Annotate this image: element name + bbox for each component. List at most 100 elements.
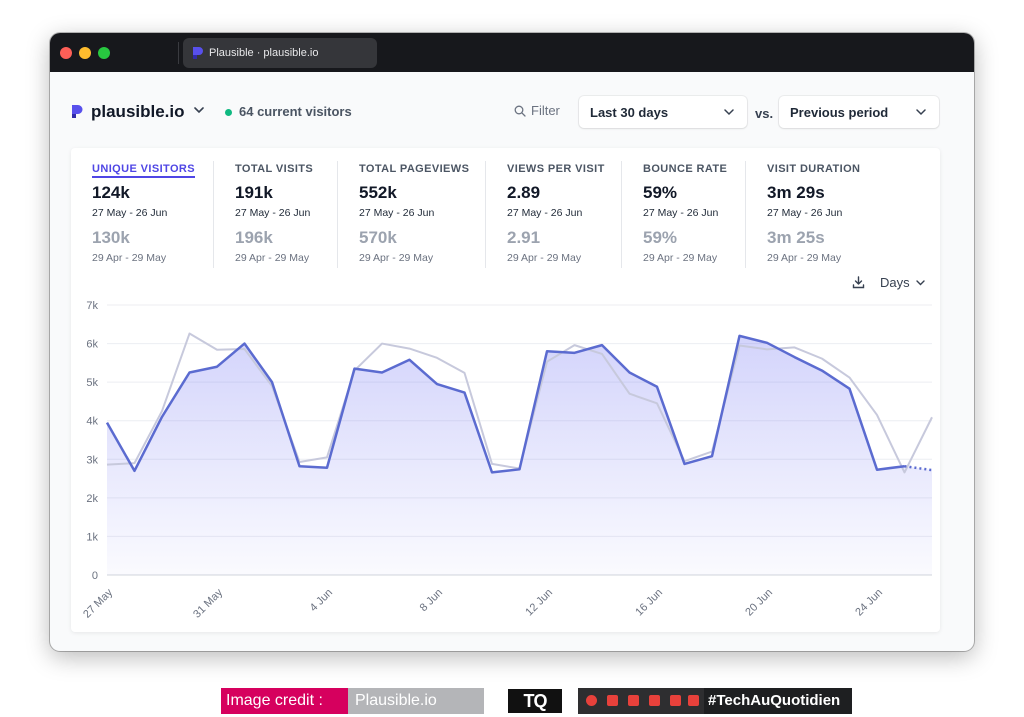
data-point[interactable] — [407, 357, 413, 363]
y-tick-label: 6k — [86, 339, 98, 351]
data-point[interactable] — [324, 465, 330, 471]
data-point[interactable] — [297, 463, 303, 469]
download-icon[interactable] — [852, 276, 865, 289]
current-period-area — [107, 335, 932, 575]
tab-separator — [178, 42, 179, 64]
interval-select[interactable]: Days — [880, 275, 910, 290]
metric-previous-value: 3m 25s — [767, 228, 825, 247]
main-graph-card: UNIQUE VISITORS 124k 27 May - 26 Jun 130… — [71, 148, 940, 632]
chevron-down-icon[interactable] — [194, 107, 204, 114]
metric-divider — [485, 161, 486, 268]
current-visitors[interactable]: 64 current visitors — [239, 104, 352, 119]
chevron-down-icon[interactable] — [916, 280, 925, 286]
metric-previous-range: 29 Apr - 29 May — [767, 252, 842, 264]
live-indicator-icon — [225, 109, 232, 116]
data-point[interactable] — [104, 420, 110, 426]
y-tick-label: 4k — [86, 416, 98, 428]
brand-logo: TQ — [508, 689, 562, 713]
data-point[interactable] — [764, 340, 770, 346]
y-tick-label: 1k — [86, 531, 98, 543]
metric-previous-value: 59% — [643, 228, 678, 247]
data-point[interactable] — [379, 370, 385, 376]
period-select[interactable]: Last 30 days — [579, 96, 747, 128]
data-point[interactable] — [627, 370, 633, 376]
data-point[interactable] — [214, 364, 220, 370]
data-point[interactable] — [462, 390, 468, 396]
data-point[interactable] — [132, 468, 138, 474]
metric-previous-value: 570k — [359, 228, 397, 247]
close-window-button[interactable] — [60, 47, 72, 59]
data-point[interactable] — [654, 384, 660, 390]
x-tick-label: 12 Jun — [523, 587, 555, 619]
metric-value: 2.89 — [507, 183, 541, 202]
flipboard-icon — [670, 695, 681, 706]
metric-previous-range: 29 Apr - 29 May — [507, 252, 582, 264]
data-point[interactable] — [544, 348, 550, 354]
filter-label: Filter — [531, 103, 560, 118]
chevron-down-icon — [916, 109, 926, 116]
x-tick-label: 4 Jun — [308, 587, 336, 615]
metric-label: TOTAL VISITS — [235, 163, 314, 175]
metric-label: VIEWS PER VISIT — [507, 163, 605, 175]
data-point[interactable] — [269, 379, 275, 385]
metric-previous-value: 2.91 — [507, 228, 541, 247]
data-point[interactable] — [792, 354, 798, 360]
metric-divider — [337, 161, 338, 268]
data-point[interactable] — [489, 469, 495, 475]
vs-label: vs. — [755, 106, 774, 121]
data-point[interactable] — [434, 381, 440, 387]
metric-value: 3m 29s — [767, 183, 825, 202]
plausible-logo-icon — [72, 105, 83, 118]
data-point[interactable] — [709, 453, 715, 459]
data-point[interactable] — [682, 461, 688, 467]
data-point[interactable] — [599, 342, 605, 348]
comparison-select[interactable]: Previous period — [779, 96, 939, 128]
metric-previous-value: 196k — [235, 228, 273, 247]
metric-previous-range: 29 Apr - 29 May — [643, 252, 718, 264]
y-tick-label: 0 — [92, 570, 98, 582]
data-point[interactable] — [517, 466, 523, 472]
data-point[interactable] — [352, 366, 358, 372]
metric-divider — [621, 161, 622, 268]
metric-range: 27 May - 26 Jun — [767, 207, 843, 219]
title-bar: Plausible · plausible.io — [50, 33, 974, 72]
maximize-window-button[interactable] — [98, 47, 110, 59]
metric-label: VISIT DURATION — [767, 163, 861, 175]
x-tick-label: 20 Jun — [743, 587, 775, 619]
metric-previous-range: 29 Apr - 29 May — [359, 252, 434, 264]
metric-divider — [745, 161, 746, 268]
data-point[interactable] — [874, 467, 880, 473]
current-period-line — [105, 334, 905, 474]
data-point[interactable] — [847, 386, 853, 392]
image-credit-label: Image credit : — [221, 688, 348, 714]
plausible-favicon-icon — [193, 47, 203, 59]
metric-label: BOUNCE RATE — [643, 163, 728, 175]
metric-value: 552k — [359, 183, 397, 202]
x-tick-label: 27 May — [81, 586, 115, 620]
minimize-window-button[interactable] — [79, 47, 91, 59]
x-tick-label: 31 May — [191, 586, 225, 620]
metric-range: 27 May - 26 Jun — [643, 207, 719, 219]
data-point[interactable] — [242, 341, 248, 347]
x-icon — [607, 695, 618, 706]
data-point[interactable] — [929, 467, 935, 473]
browser-tab[interactable]: Plausible · plausible.io — [183, 38, 377, 68]
data-point[interactable] — [159, 414, 165, 420]
metric-previous-range: 29 Apr - 29 May — [92, 252, 167, 264]
metric-range: 27 May - 26 Jun — [507, 207, 583, 219]
data-point[interactable] — [737, 333, 743, 339]
data-point[interactable] — [572, 350, 578, 356]
metric-divider — [213, 161, 214, 268]
metric-range: 27 May - 26 Jun — [235, 207, 311, 219]
data-point[interactable] — [187, 370, 193, 376]
visitors-chart[interactable]: 0 1k 2k 3k 4k 5k 6k 7k 27 May 31 May 4 Jun 8 Jun 12 … — [71, 148, 940, 632]
instagram-icon — [649, 695, 660, 706]
rss-icon — [688, 695, 699, 706]
metric-previous-value: 130k — [92, 228, 130, 247]
site-switcher[interactable]: plausible.io — [91, 102, 185, 121]
data-point[interactable] — [902, 463, 908, 469]
data-point[interactable] — [819, 368, 825, 374]
y-tick-label: 3k — [86, 454, 98, 466]
youtube-icon — [628, 695, 639, 706]
dashboard-header: plausible.io 64 current visitors Filter … — [50, 72, 974, 148]
